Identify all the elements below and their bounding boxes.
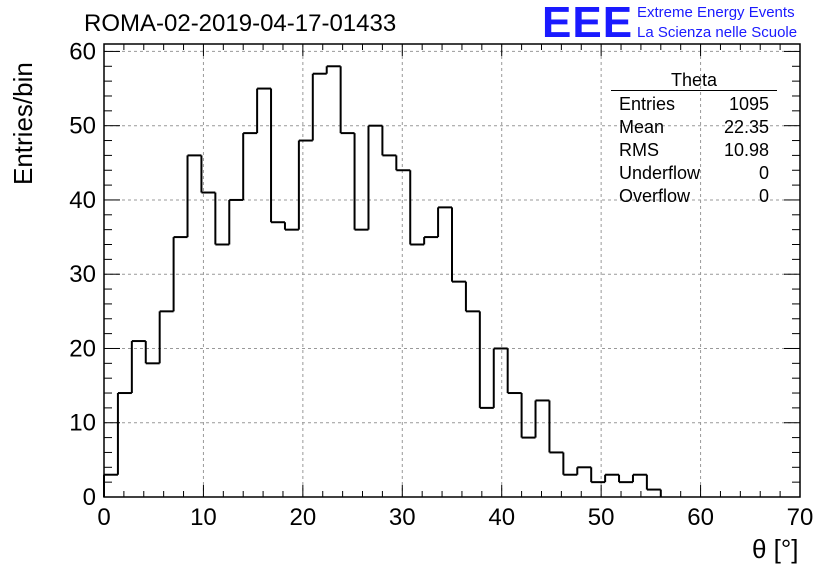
histogram-bin	[256, 87, 272, 134]
chart-title: ROMA-02-2019-04-17-01433	[84, 10, 397, 37]
stats-row-rms: RMS 10.98	[611, 139, 777, 162]
histogram-bin	[353, 133, 369, 231]
stats-row-mean: Mean 22.35	[611, 116, 777, 139]
histogram-bin	[270, 88, 285, 224]
histogram-bins	[103, 65, 662, 497]
histogram-bin	[186, 154, 202, 238]
y-tick-label: 10	[69, 410, 96, 437]
histogram-bin	[144, 341, 160, 365]
stats-label: Entries	[619, 94, 676, 114]
stats-title: Theta	[611, 70, 777, 91]
y-axis-label: Entries/bin	[8, 62, 38, 185]
histogram-bin	[492, 347, 508, 408]
org-line-2: La Scienza nelle Scuole	[637, 24, 798, 41]
stats-label: Overflow	[619, 186, 691, 206]
y-tick-label: 20	[69, 335, 96, 362]
histogram-bin	[242, 132, 258, 200]
x-tick-label: 40	[488, 504, 515, 531]
x-tick-label: 30	[389, 504, 416, 531]
x-tick-label: 60	[687, 504, 714, 531]
histogram-bin	[604, 473, 620, 483]
histogram-bin	[339, 66, 355, 135]
plot-frame	[103, 43, 801, 498]
x-tick-label: 20	[290, 504, 317, 531]
histogram-bin	[200, 155, 216, 194]
stats-row-underflow: Underflow 0	[611, 162, 777, 185]
histogram-bin	[103, 473, 118, 497]
x-axis-label: θ [°]	[752, 534, 799, 564]
histogram-bin	[520, 393, 536, 439]
y-tick-label: 0	[83, 484, 96, 511]
histogram-bin	[423, 236, 439, 245]
x-tick-label: 0	[97, 504, 110, 531]
stats-value: 22.35	[723, 117, 769, 137]
histogram-bin	[478, 311, 494, 409]
stats-row-overflow: Overflow 0	[611, 185, 777, 208]
org-name: Extreme Energy Events La Scienza nelle S…	[637, 3, 797, 43]
histogram-bin	[562, 452, 578, 476]
stats-box: Theta Entries 1095 Mean 22.35 RMS 10.98 …	[611, 70, 777, 208]
histogram-bin	[297, 139, 313, 230]
histogram-bin	[645, 474, 661, 491]
histogram-bin	[158, 310, 174, 364]
stats-label: RMS	[619, 140, 659, 160]
histogram-bin	[116, 392, 132, 475]
stats-value: 0	[758, 163, 769, 183]
histogram-bin	[631, 473, 647, 483]
y-tick-label: 40	[69, 187, 96, 214]
histogram-bin	[590, 467, 606, 484]
histogram-bin	[367, 124, 383, 230]
y-tick-label: 60	[69, 38, 96, 65]
y-tick-label: 30	[69, 261, 96, 288]
histogram-bin	[325, 65, 341, 74]
x-tick-label: 50	[588, 504, 615, 531]
eee-logo: EEE	[542, 0, 634, 47]
x-tick-label: 10	[190, 504, 217, 531]
org-line-1: Extreme Energy Events	[637, 4, 795, 21]
stats-label: Mean	[619, 117, 665, 137]
stats-value: 0	[758, 186, 769, 206]
stats-value: 1095	[728, 94, 769, 114]
histogram-bin	[381, 125, 397, 157]
histogram-bin	[395, 155, 411, 172]
y-tick-label: 50	[69, 113, 96, 140]
histogram-bin	[228, 198, 244, 245]
histogram-bin	[311, 72, 327, 141]
tick-labels: 0 10 20 30 40 50 60 70 0 10 20 30 40 50 60	[69, 38, 813, 531]
histogram-bin	[464, 281, 480, 313]
histogram-bin	[548, 400, 564, 454]
stats-row-entries: Entries 1095	[611, 93, 777, 116]
histogram-bin	[214, 192, 230, 246]
histogram-bin	[618, 474, 633, 484]
histogram-bin	[451, 207, 466, 283]
x-tick-label: 70	[787, 504, 814, 531]
stats-value: 10.98	[723, 140, 769, 160]
histogram-bin	[506, 348, 522, 395]
histogram-bin	[283, 222, 299, 231]
histogram-bin	[409, 170, 425, 246]
histogram-bin	[130, 340, 146, 394]
stats-label: Underflow	[619, 163, 701, 183]
histogram-bin	[172, 236, 188, 312]
histogram-bin	[576, 466, 592, 475]
histogram-bin	[437, 206, 452, 238]
histogram-bin	[534, 399, 550, 438]
